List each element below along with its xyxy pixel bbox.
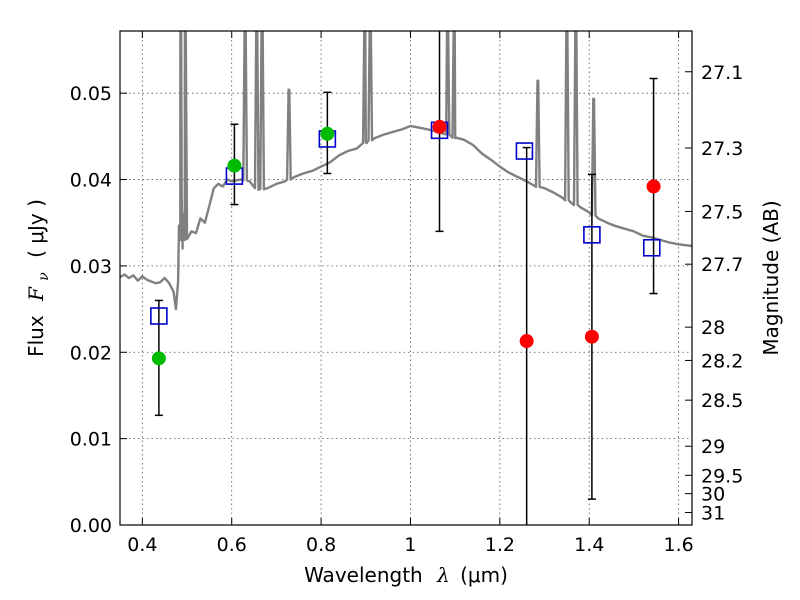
model-square: [583, 226, 601, 244]
x-tick-label: 1.6: [663, 534, 693, 556]
x-tick-label: 0.6: [217, 534, 247, 556]
tick-labels: 0.4 0.6 0.8 1 1.2 1.4 1.6 0.00 0.01 0.02 0.03 0.04 0…: [70, 62, 744, 556]
detection-point: [151, 351, 166, 366]
y-tick-label: 0.02: [70, 342, 112, 364]
y-tick-label: 0.01: [70, 429, 112, 451]
y2-tick-label: 29: [701, 436, 725, 458]
x-tick-label: 1.4: [574, 534, 604, 556]
upper-limit-point: [519, 334, 534, 349]
y-tick-label: 0.00: [70, 515, 112, 537]
x-axis-label-symbol: λ: [436, 563, 450, 587]
spectrum-line: [120, 31, 692, 311]
x-tick-label: 0.8: [306, 534, 336, 556]
y-axis-label: Flux F ν ( μJy ): [24, 199, 53, 357]
plot-area: [120, 31, 692, 525]
y2-tick-label: 30: [701, 484, 725, 506]
y-tick-label: 0.04: [70, 170, 112, 192]
x-tick-label: 1.2: [485, 534, 515, 556]
y2-tick-label: 28: [701, 317, 725, 339]
model-square: [515, 142, 534, 160]
axis-ticks: [120, 31, 692, 526]
y2-tick-label: 31: [701, 503, 725, 525]
x-tick-label: 1: [404, 534, 416, 556]
upper-limit-point: [584, 329, 599, 344]
x-tick-label: 0.4: [127, 534, 157, 556]
detection-point: [227, 158, 242, 173]
plot-frame: [119, 30, 693, 526]
y2-tick-label: 27.5: [701, 201, 743, 223]
x-axis-label-text: Wavelength: [304, 563, 423, 587]
y-axis-label-symbol: F: [24, 286, 48, 302]
model-square: [150, 307, 168, 325]
x-axis-label-unit: (μm): [460, 563, 508, 587]
upper-limit-point: [432, 119, 447, 134]
upper-limit-point: [646, 179, 661, 194]
y2-tick-label: 29.5: [701, 465, 743, 487]
y2-tick-label: 28.2: [701, 350, 743, 372]
model-square: [642, 238, 661, 257]
y-axis-label-text: Flux: [24, 315, 48, 357]
y2-axis-label: Magnitude (AB): [759, 200, 783, 355]
y-tick-label: 0.03: [70, 256, 112, 278]
y-tick-label: 0.05: [70, 83, 112, 105]
y-axis-label-subscript: ν: [36, 272, 52, 281]
y2-tick-label: 27.3: [701, 138, 743, 160]
y2-tick-label: 28.5: [701, 390, 743, 412]
detection-point: [320, 126, 335, 141]
y2-tick-label: 27.1: [701, 62, 743, 84]
y-axis-label-unit: ( μJy ): [24, 199, 48, 258]
y2-tick-label: 27.7: [701, 254, 743, 276]
x-axis-label: Wavelength λ (μm): [304, 563, 508, 587]
